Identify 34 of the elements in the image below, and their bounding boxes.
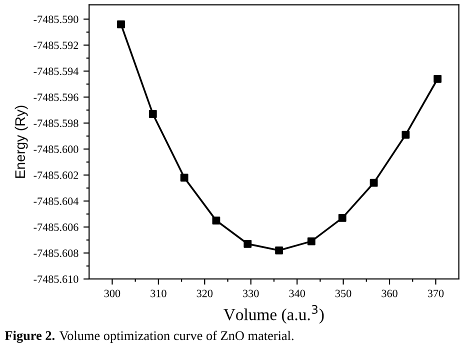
y-tick-label: -7485.602	[34, 172, 78, 180]
y-tick-label: -7485.608	[34, 249, 78, 258]
x-tick-label: 350	[335, 290, 352, 298]
y-tick-label: -7485.610	[34, 275, 78, 283]
x-tick-label: 370	[428, 290, 444, 298]
point	[434, 74, 442, 83]
point	[117, 20, 125, 28]
x-tick-label: 340	[289, 290, 305, 298]
x-tick-label: 330	[243, 290, 259, 298]
point	[148, 110, 157, 118]
point	[244, 240, 252, 248]
y-tick-label: -7485.600	[34, 146, 78, 154]
point	[402, 130, 410, 139]
y-tick-label: -7485.590	[34, 16, 78, 24]
point	[212, 216, 220, 224]
x-axis-title: Volume (a.u.$^{3}$)	[224, 305, 324, 324]
x-tick-label: 320	[196, 290, 213, 298]
point	[370, 178, 378, 187]
x-tick-label: 360	[382, 290, 398, 298]
point	[275, 246, 284, 254]
point	[180, 174, 188, 182]
y-tick-label: -7485.596	[34, 94, 78, 102]
y-tick-label: -7485.592	[34, 42, 78, 50]
y-tick-label: -7485.606	[34, 223, 78, 232]
y-tick-label: -7485.598	[34, 120, 78, 128]
caption: Figure 2.	[4, 330, 54, 343]
x-tick-label: 310	[150, 290, 166, 298]
point	[338, 214, 346, 222]
y-axis-title: Energy (Ry)	[14, 106, 28, 178]
text: Volume optimization curve of ZnO material.	[59, 330, 294, 343]
y-tick-label: -7485.604	[34, 198, 79, 206]
point	[307, 237, 316, 246]
x-tick-label: 300	[104, 290, 120, 298]
y-tick-label: -7485.594	[34, 68, 79, 76]
